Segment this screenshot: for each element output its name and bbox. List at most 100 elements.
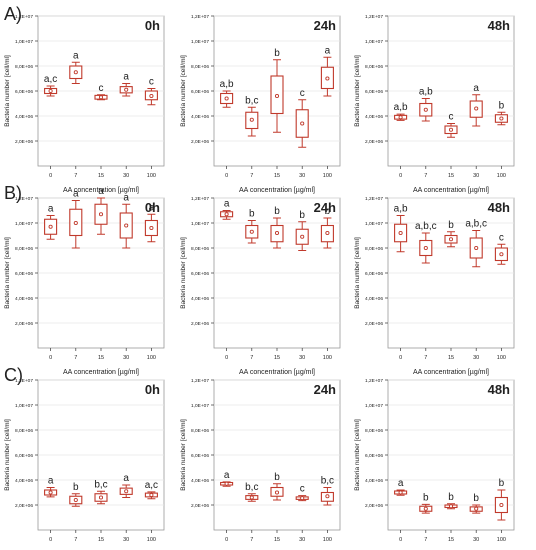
significance-letter: a,b [419, 87, 433, 98]
y-tick-label: 1,2E+07 [191, 378, 209, 384]
y-axis-label: Bacteria number [cell/ml] [4, 237, 11, 309]
y-tick-label: 6,0E+06 [365, 89, 383, 95]
significance-letter: c [99, 83, 104, 94]
y-axis-label: Bacteria number [cell/ml] [354, 55, 361, 127]
mean-marker [398, 115, 403, 120]
y-tick-label: 4,0E+06 [15, 114, 33, 120]
x-tick-label: 100 [497, 173, 506, 179]
box-15 [444, 123, 458, 138]
significance-letter: b [423, 492, 429, 503]
significance-letter: c [449, 112, 454, 123]
mean-marker [124, 489, 129, 494]
mean-marker [423, 245, 428, 251]
y-tick-label: 2,0E+06 [15, 139, 33, 145]
box-100 [144, 491, 158, 500]
y-tick-label: 8,0E+06 [15, 428, 33, 434]
box-100 [320, 487, 334, 506]
y-tick-label: 1,0E+07 [15, 403, 33, 409]
row-label-c: C) [4, 365, 23, 385]
y-tick-label: 6,0E+06 [15, 89, 33, 95]
x-tick-label: 30 [123, 173, 129, 179]
mean-marker [124, 87, 129, 92]
mean-marker [325, 230, 330, 236]
x-tick-label: 7 [424, 537, 427, 543]
x-tick-label: 0 [399, 173, 402, 179]
box-0 [220, 210, 234, 220]
y-tick-label: 1,2E+07 [15, 196, 33, 202]
panel-title: 24h [314, 200, 336, 215]
mean-marker [98, 212, 104, 217]
significance-letter: b [448, 220, 454, 231]
y-tick-label: 1,2E+07 [365, 196, 383, 202]
y-tick-label: 8,0E+06 [365, 428, 383, 434]
significance-letter: a [123, 72, 129, 83]
box-0 [394, 113, 408, 121]
mean-marker [149, 93, 154, 99]
y-tick-label: 4,0E+06 [191, 114, 209, 120]
significance-letter: a [123, 192, 129, 203]
y-tick-label: 1,0E+07 [365, 39, 383, 45]
x-tick-label: 0 [49, 355, 52, 361]
y-tick-label: 8,0E+06 [365, 64, 383, 70]
y-tick-label: 2,0E+06 [191, 139, 209, 145]
y-tick-label: 1,0E+07 [365, 221, 383, 227]
box-15 [94, 197, 108, 235]
box-15 [444, 231, 458, 248]
y-axis-label: Bacteria number [cell/ml] [354, 419, 361, 491]
x-tick-label: 7 [250, 355, 253, 361]
mean-marker [274, 230, 280, 236]
mean-marker [398, 490, 403, 495]
box-7 [245, 493, 259, 502]
significance-letter: a [398, 478, 404, 489]
panel-title: 24h [314, 18, 336, 33]
box-30 [469, 230, 483, 268]
box-30 [119, 83, 133, 97]
box-0 [220, 90, 234, 108]
mean-marker [48, 88, 53, 94]
mean-marker [224, 481, 229, 486]
significance-letter: a,b [220, 79, 234, 90]
x-tick-label: 100 [323, 173, 332, 179]
box-7 [419, 98, 433, 122]
box-7 [419, 503, 433, 514]
x-tick-label: 0 [225, 173, 228, 179]
x-tick-label: 100 [323, 537, 332, 543]
x-axis-label: AA concentration [µg/ml] [63, 187, 139, 194]
y-tick-label: 8,0E+06 [15, 246, 33, 252]
mean-marker [274, 93, 280, 99]
mean-marker [249, 117, 254, 122]
box-7 [245, 220, 259, 244]
y-tick-label: 1,2E+07 [365, 14, 383, 20]
x-tick-label: 15 [98, 355, 104, 361]
x-tick-label: 30 [299, 355, 305, 361]
chart-panel: 2,0E+06 4,0E+06 6,0E+06 8,0E+06 1,0E+07 1,2E+… [180, 378, 341, 543]
y-tick-label: 6,0E+06 [365, 453, 383, 459]
x-tick-label: 7 [250, 537, 253, 543]
significance-letter: a,b [394, 102, 408, 113]
y-tick-label: 1,0E+07 [15, 39, 33, 45]
x-tick-label: 100 [323, 355, 332, 361]
significance-letter: b [473, 493, 479, 504]
box-15 [270, 59, 284, 133]
x-tick-label: 0 [49, 537, 52, 543]
mean-marker [300, 496, 305, 501]
mean-marker [300, 121, 305, 126]
chart-panel: 2,0E+06 4,0E+06 6,0E+06 8,0E+06 1,0E+07 1,2E+… [4, 186, 165, 376]
y-tick-label: 2,0E+06 [15, 321, 33, 327]
x-tick-label: 100 [147, 537, 156, 543]
significance-letter: a,c [44, 74, 57, 85]
panel-title: 48h [488, 382, 510, 397]
significance-letter: a [73, 50, 79, 61]
box-15 [94, 94, 108, 101]
y-tick-label: 2,0E+06 [365, 321, 383, 327]
x-tick-label: 15 [98, 173, 104, 179]
y-tick-label: 6,0E+06 [191, 89, 209, 95]
significance-letter: b,c [321, 476, 334, 487]
mean-marker [224, 96, 229, 101]
x-tick-label: 7 [74, 537, 77, 543]
significance-letter: b [274, 472, 280, 483]
y-tick-label: 1,0E+07 [191, 39, 209, 45]
x-axis-label: AA concentration [µg/ml] [413, 369, 489, 376]
box-100 [320, 217, 334, 249]
